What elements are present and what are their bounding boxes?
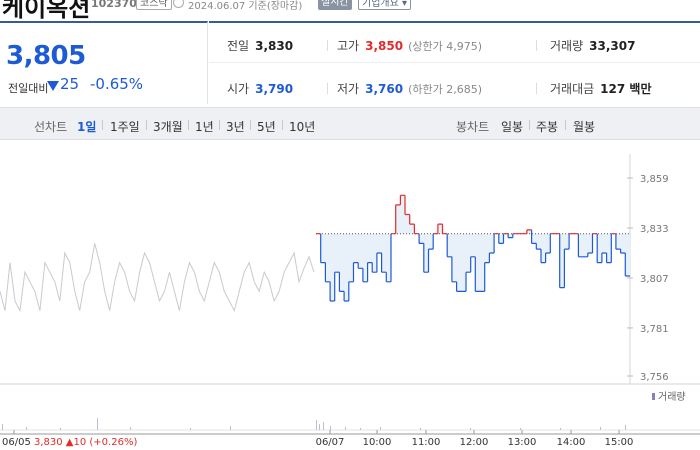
volume-bar [420,428,421,430]
x-tick-label: 06/07 [316,437,345,448]
company-info-dropdown[interactable]: 기업개요 ▾ [358,0,411,10]
chart-toolbar: 선차트 1일 1주일 3개월 1년 3년 5년 10년 봉차트 일봉 주봉 월봉 [0,107,700,140]
line-chart-label: 선차트 [34,120,68,134]
prev-close: 전일 3,830 [227,39,294,53]
vs-prev-label: 전일대비 [8,82,49,95]
volume-legend-swatch [652,393,655,400]
price-chart: 3,859 3,833 3,807 3,781 3,756 거래량 06/07 10:00 11… [0,140,700,450]
y-tick-label: 3,807 [640,274,669,285]
volume-bar [520,428,521,430]
x-tick-label: 15:00 [605,437,634,448]
price-summary: 3,805 전일대비 25 -0.65% [0,21,208,104]
volume-legend-label: 거래량 [658,391,686,403]
down-triangle-icon [47,81,59,91]
price-change: 25 [60,75,80,93]
period-10y[interactable]: 10년 [289,120,316,134]
period-1d[interactable]: 1일 [77,120,97,134]
divider [188,120,189,130]
divider [250,120,251,130]
stock-name: 케이옥션 [2,0,91,22]
high-price: 고가 3,850 (상한가 4,975) [337,39,482,53]
volume-bar [625,425,626,430]
stock-code: 102370 [91,0,137,10]
candle-weekly[interactable]: 주봉 [536,120,559,134]
x-tick-label: 13:00 [508,437,537,448]
volume-bar [345,427,346,430]
x-tick-label: 11:00 [412,437,441,448]
volume-bar [2,424,3,430]
price-details [209,21,700,104]
period-1y[interactable]: 1년 [195,120,214,134]
period-1w[interactable]: 1주일 [110,120,140,134]
stock-header: 케이옥션 102370 코스닥 2024.06.07 기준(장마감) 실시간 기… [0,0,700,22]
divider [536,83,537,94]
volume-bar [230,426,231,430]
y-tick-label: 3,859 [640,174,669,185]
today-area-fill [316,195,630,301]
trade-value: 거래대금 127 백만 [550,82,652,96]
volume-bar [323,422,324,430]
divider [219,120,220,130]
volume-bar [190,428,191,430]
row-divider [209,62,700,63]
x-tick-label: 12:00 [460,437,489,448]
candle-chart-label: 봉차트 [456,120,490,134]
volume: 거래량 33,307 [550,39,636,53]
period-3y[interactable]: 3년 [226,120,245,134]
volume-bar [97,418,98,430]
market-badge: 코스닥 [136,0,172,10]
candle-monthly[interactable]: 월봉 [573,120,596,134]
volume-bar [600,427,601,430]
divider [146,120,147,130]
divider [102,120,103,130]
realtime-button[interactable]: 실시간 [318,0,352,10]
clock-icon [173,0,184,8]
divider [529,120,530,130]
divider [327,40,328,51]
candle-daily[interactable]: 일봉 [501,120,524,134]
open-price: 시가 3,790 [227,82,294,96]
volume-bar [470,428,471,430]
period-3m[interactable]: 3개월 [153,120,183,134]
volume-bar [60,428,61,430]
today-line-up [316,194,616,235]
volume-bar [380,427,381,430]
prev-day-caption: 06/05 3,830 ▲10 (+0.26%) [2,437,137,448]
low-price: 저가 3,760 (하한가 2,685) [337,82,482,96]
divider [565,120,566,130]
y-tick-label: 3,781 [640,324,669,335]
prev-day-line [0,243,315,313]
volume-bar [560,428,561,430]
y-tick-label: 3,756 [640,372,669,383]
current-price: 3,805 [6,41,86,71]
volume-bar [26,427,27,430]
base-date: 2024.06.07 기준(장마감) [188,1,303,12]
divider [327,83,328,94]
price-chart-svg: 3,859 3,833 3,807 3,781 3,756 거래량 06/07 10:00 11… [0,154,700,448]
today-line-down [320,229,630,302]
volume-bar [316,420,317,430]
y-tick-label: 3,833 [640,224,669,235]
volume-bar [330,426,331,430]
divider [282,120,283,130]
volume-bar [130,427,131,430]
x-tick-label: 14:00 [557,437,586,448]
volume-bar [319,424,320,430]
x-tick-label: 10:00 [363,437,392,448]
price-change-percent: -0.65% [90,75,144,93]
divider [536,40,537,51]
period-5y[interactable]: 5년 [257,120,276,134]
volume-bar [360,428,361,430]
